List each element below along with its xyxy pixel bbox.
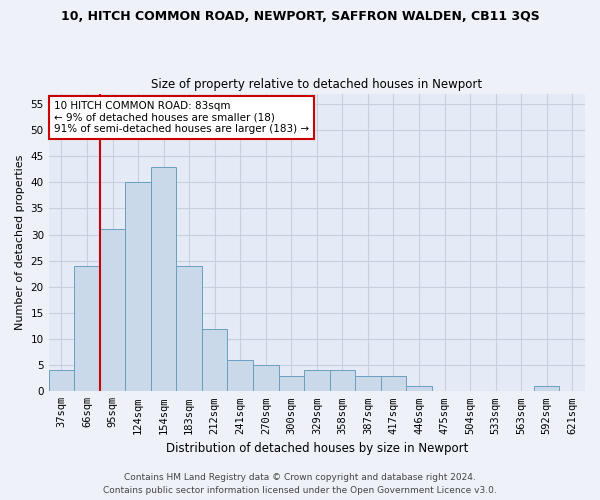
- Bar: [227, 360, 253, 392]
- Bar: [202, 328, 227, 392]
- Bar: [176, 266, 202, 392]
- Bar: [380, 376, 406, 392]
- Bar: [329, 370, 355, 392]
- Bar: [406, 386, 432, 392]
- Bar: [49, 370, 74, 392]
- Bar: [304, 370, 329, 392]
- X-axis label: Distribution of detached houses by size in Newport: Distribution of detached houses by size …: [166, 442, 468, 455]
- Bar: [151, 166, 176, 392]
- Bar: [355, 376, 380, 392]
- Y-axis label: Number of detached properties: Number of detached properties: [15, 154, 25, 330]
- Bar: [100, 230, 125, 392]
- Title: Size of property relative to detached houses in Newport: Size of property relative to detached ho…: [151, 78, 482, 91]
- Text: 10 HITCH COMMON ROAD: 83sqm
← 9% of detached houses are smaller (18)
91% of semi: 10 HITCH COMMON ROAD: 83sqm ← 9% of deta…: [54, 101, 309, 134]
- Bar: [125, 182, 151, 392]
- Bar: [253, 365, 278, 392]
- Text: Contains HM Land Registry data © Crown copyright and database right 2024.
Contai: Contains HM Land Registry data © Crown c…: [103, 474, 497, 495]
- Text: 10, HITCH COMMON ROAD, NEWPORT, SAFFRON WALDEN, CB11 3QS: 10, HITCH COMMON ROAD, NEWPORT, SAFFRON …: [61, 10, 539, 23]
- Bar: [278, 376, 304, 392]
- Bar: [74, 266, 100, 392]
- Bar: [534, 386, 559, 392]
